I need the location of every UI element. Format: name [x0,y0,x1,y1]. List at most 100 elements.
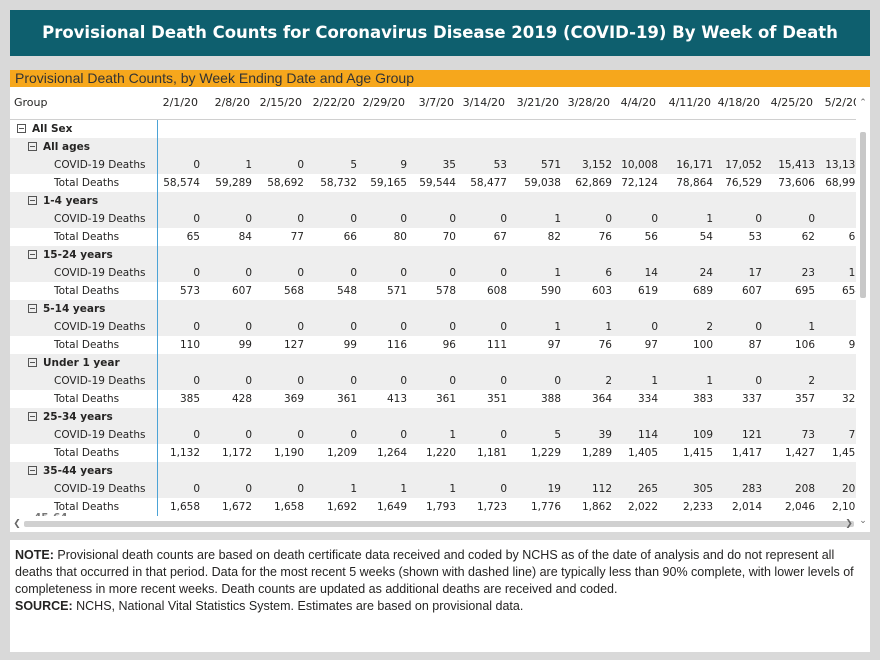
table-cell: 357 [794,393,815,405]
minus-box-icon[interactable] [28,196,37,205]
row-header[interactable]: 25-34 years [28,408,113,426]
row-label: Total Deaths [54,447,120,459]
table-cell: 1,220 [425,447,456,459]
table-cell: 1,427 [784,447,815,459]
table-cell: 0 [297,321,304,333]
table-cell: 1,190 [273,447,304,459]
minus-box-icon[interactable] [28,250,37,259]
table-cell: 112 [591,483,612,495]
minus-box-icon[interactable] [28,412,37,421]
column-header-date[interactable]: 3/7/20 [418,96,454,109]
column-header-date[interactable]: 4/11/20 [668,96,711,109]
chevron-down-icon[interactable]: ⌄ [859,516,867,526]
table-cell: 0 [554,375,561,387]
table-cell: 305 [692,483,713,495]
minus-box-icon[interactable] [28,358,37,367]
table-cell: 283 [741,483,762,495]
note-text: Provisional death counts are based on de… [15,548,854,596]
minus-box-icon[interactable] [28,142,37,151]
table-cell: 67 [493,231,507,243]
column-header-date[interactable]: 5/2/20 [824,96,860,109]
table-cell: 76 [598,339,612,351]
table-cell: 17 [748,267,762,279]
table-row: COVID-19 Deaths 0 0 0 0 0 0 0 1 6 14 24 17 23 13 [10,264,856,282]
table-cell: 0 [449,213,456,225]
table-cell: 334 [637,393,658,405]
column-header-date[interactable]: 4/4/20 [620,96,656,109]
table-cell: 0 [500,213,507,225]
table-cell: 0 [193,213,200,225]
column-header-date[interactable]: 3/14/20 [462,96,505,109]
minus-box-icon[interactable] [28,304,37,313]
column-header-date[interactable]: 2/22/20 [312,96,355,109]
column-header-date[interactable]: 2/8/20 [214,96,250,109]
table-row: Total Deaths 385 428 369 361 413 361 351 388 364 3… [10,390,856,408]
table-row: COVID-19 Deaths 0 0 0 1 1 1 0 19 112 265 305 283 208 2… [10,480,856,498]
table-cell: 1,415 [682,447,713,459]
column-header-date[interactable]: 3/28/20 [567,96,610,109]
column-header-date[interactable]: 4/18/20 [717,96,760,109]
table-cell: 5 [554,429,561,441]
row-header-label: 25-34 years [43,411,113,423]
row-label: Total Deaths [54,285,120,297]
note-label: NOTE: [15,548,54,562]
table-cell: 388 [540,393,561,405]
chevron-left-icon[interactable]: ❮ [13,519,21,529]
chevron-up-icon[interactable]: ⌃ [859,98,867,108]
vertical-scroll-thumb[interactable] [860,132,866,298]
table-row: COVID-19 Deaths00000000211021 [10,372,856,390]
table-cell: 16,171 [676,159,713,171]
table-cell: 17,052 [725,159,762,171]
minus-box-icon[interactable] [17,124,26,133]
table-cell: 0 [755,375,762,387]
row-header[interactable]: All Sex [17,120,72,138]
table-row: Total Deaths 110 99 127 99 116 96 111 97 76 97 100 8… [10,336,856,354]
table-cell: 0 [350,429,357,441]
row-header[interactable]: 1-4 years [28,192,98,210]
table-cell: 58,692 [267,177,304,189]
row-header[interactable]: 5-14 years [28,300,105,318]
table-cell: 0 [193,483,200,495]
table-cell: 72,124 [621,177,658,189]
table-cell: 0 [808,210,856,228]
row-header[interactable]: 15-24 years [28,246,113,264]
table-cell: 53 [748,231,762,243]
table-cell: 0 [500,483,507,495]
table-cell: 1 [400,483,407,495]
footnote-panel: NOTE: Provisional death counts are based… [10,540,870,652]
matrix-grid: Group 2/1/20 2/8/20 2/15/20 2/22/20 2/29/20 3… [10,87,870,532]
column-header-date[interactable]: 2/15/20 [259,96,302,109]
column-header-date[interactable]: 4/25/20 [770,96,813,109]
row-header[interactable]: Under 1 year [28,354,120,372]
table-cell: 1,289 [581,447,612,459]
table-cell: 0 [400,375,407,387]
table-cell: 0 [245,483,252,495]
row-header-label: 35-44 years [43,465,113,477]
column-header-date[interactable]: 2/1/20 [162,96,198,109]
row-header[interactable]: All ages [28,138,90,156]
age-group-row: 25-34 years [10,408,856,426]
column-header-date[interactable]: 2/29/20 [362,96,405,109]
table-cell: 0 [449,321,456,333]
table-cell: 0 [245,213,252,225]
horizontal-scrollbar[interactable]: ❮ ❯ [10,516,856,532]
row-header[interactable]: 35-44 years [28,462,113,480]
row-label: COVID-19 Deaths [54,321,146,333]
table-cell: 54 [699,231,713,243]
table-cell: 76,529 [725,177,762,189]
table-cell: 10,008 [621,159,658,171]
column-header-date[interactable]: 3/21/20 [516,96,559,109]
vertical-scrollbar[interactable]: ⌃ ⌄ [856,87,870,532]
horizontal-scroll-thumb[interactable] [24,521,854,527]
table-cell: 0 [449,375,456,387]
row-header-label: 5-14 years [43,303,106,315]
table-cell: 1,692 [326,501,357,513]
table-cell: 568 [283,285,304,297]
table-cell: 0 [400,429,407,441]
column-header-group[interactable]: Group [14,96,48,109]
chevron-right-icon[interactable]: ❯ [845,519,853,529]
minus-box-icon[interactable] [28,466,37,475]
table-cell: 3 [808,318,856,336]
table-cell: 0 [500,267,507,279]
table-cell: 1,862 [581,501,612,513]
